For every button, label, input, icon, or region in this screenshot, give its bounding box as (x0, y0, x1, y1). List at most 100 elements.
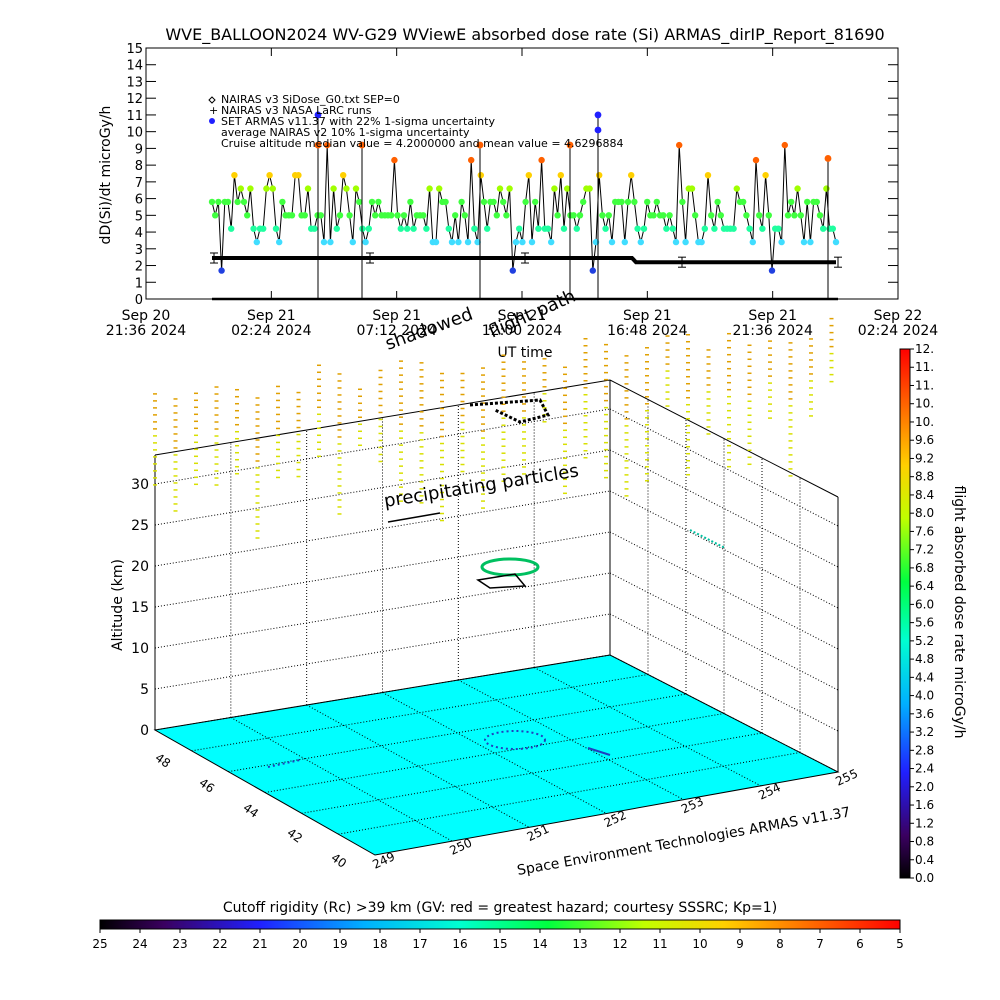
armas-point (800, 238, 808, 246)
armas-point (752, 156, 760, 164)
flight-loop (475, 573, 527, 589)
y-tick-label: 6 (135, 193, 143, 208)
wall-edge (609, 379, 839, 498)
cbar-tick-label: 8.4 (915, 488, 934, 502)
armas-point (535, 225, 542, 232)
floor-footprint (484, 730, 546, 750)
armas-point (682, 238, 689, 246)
armas-point (544, 225, 552, 232)
spike-point (824, 155, 832, 162)
armas-point (756, 212, 763, 219)
armas-point (375, 198, 382, 206)
armas-point (474, 238, 481, 246)
armas-point (653, 198, 660, 206)
armas-point (215, 198, 222, 206)
armas-point (628, 172, 635, 179)
alt-tick-label: 30 (131, 477, 149, 493)
x-tick-time: 12:00 2024 (482, 323, 563, 339)
armas-point (448, 238, 456, 246)
armas-point (276, 238, 283, 246)
flight-track (387, 512, 441, 523)
armas-point (528, 238, 536, 246)
armas-point (336, 212, 344, 219)
spike-point (566, 141, 574, 149)
floor-grid (230, 717, 453, 842)
cbar-tick-label: 12. (915, 342, 934, 356)
armas-point (512, 238, 520, 246)
cbar-tick-label: 5.2 (915, 634, 934, 648)
armas-point (458, 198, 465, 206)
lat-tick-label: 44 (240, 800, 261, 820)
rig-tick-label: 24 (132, 937, 147, 951)
rig-tick-label: 6 (856, 937, 864, 951)
cbar-tick-label: 5.6 (915, 616, 934, 630)
armas-point (464, 238, 472, 246)
armas-point (436, 185, 443, 192)
dose-colorbar (899, 348, 911, 879)
armas-point (778, 238, 785, 246)
armas-point (570, 212, 577, 219)
armas-point (231, 172, 238, 179)
y-tick-label: 13 (126, 75, 143, 90)
armas-point (640, 225, 648, 232)
armas-point (816, 212, 824, 219)
cbar-tick-label: 0.0 (915, 871, 934, 885)
armas-point (829, 225, 836, 232)
armas-point (532, 198, 539, 206)
armas-point (554, 212, 561, 219)
cbar-tick-label: 1.6 (915, 798, 934, 812)
armas-point (317, 212, 324, 219)
armas-point (730, 225, 737, 232)
armas-point (711, 225, 718, 232)
armas-point (557, 172, 564, 179)
x-tick-time: 21:36 2024 (732, 323, 813, 339)
armas-point (250, 225, 257, 232)
rig-tick-label: 18 (372, 937, 387, 951)
lat-tick-label: 40 (328, 850, 349, 870)
armas-point (237, 185, 244, 192)
cbar-tick-label: 2.4 (915, 762, 934, 776)
legend-dot (209, 118, 215, 124)
spike-point (314, 111, 322, 119)
cbar-tick-label: 2.8 (915, 743, 934, 757)
x-tick-day: Sep 21 (748, 308, 797, 324)
armas-point (288, 212, 296, 219)
armas-point (349, 238, 356, 246)
armas-point (269, 185, 276, 192)
armas-point (234, 198, 241, 206)
lat-tick-label: 42 (284, 825, 305, 845)
cbar-tick-label: 3.2 (915, 725, 934, 739)
armas-point (644, 198, 651, 206)
rigidity-colorbar (99, 919, 901, 930)
armas-point (352, 185, 360, 192)
armas-point (218, 267, 225, 274)
floor-grid (382, 692, 607, 814)
armas-point (260, 225, 267, 232)
armas-point (608, 238, 616, 246)
precipitating-label: precipitating particles (382, 460, 580, 512)
cbar-tick-label: 11. (915, 378, 934, 392)
armas-point (365, 225, 372, 232)
armas-point (368, 198, 376, 206)
armas-point (388, 212, 395, 219)
armas-point (759, 225, 766, 232)
alt-grid (609, 490, 839, 609)
rig-tick-label: 20 (292, 937, 307, 951)
y-tick-label: 5 (135, 209, 143, 224)
armas-point (496, 185, 504, 192)
armas-point (224, 198, 232, 206)
cbar-tick-label: 10. (915, 415, 934, 429)
armas-point (768, 267, 776, 274)
armas-point (480, 198, 488, 206)
armas-point (602, 225, 609, 232)
armas-point (330, 185, 337, 192)
x-tick-day: Sep 21 (498, 308, 547, 324)
alt-tick-label: 20 (131, 559, 149, 575)
alt-grid (609, 613, 839, 732)
armas-point (551, 185, 558, 192)
altitude-label: Altitude (km) (110, 559, 126, 651)
cbar-tick-label: 3.6 (915, 707, 934, 721)
armas-point (820, 225, 827, 232)
spike-point (358, 141, 366, 149)
